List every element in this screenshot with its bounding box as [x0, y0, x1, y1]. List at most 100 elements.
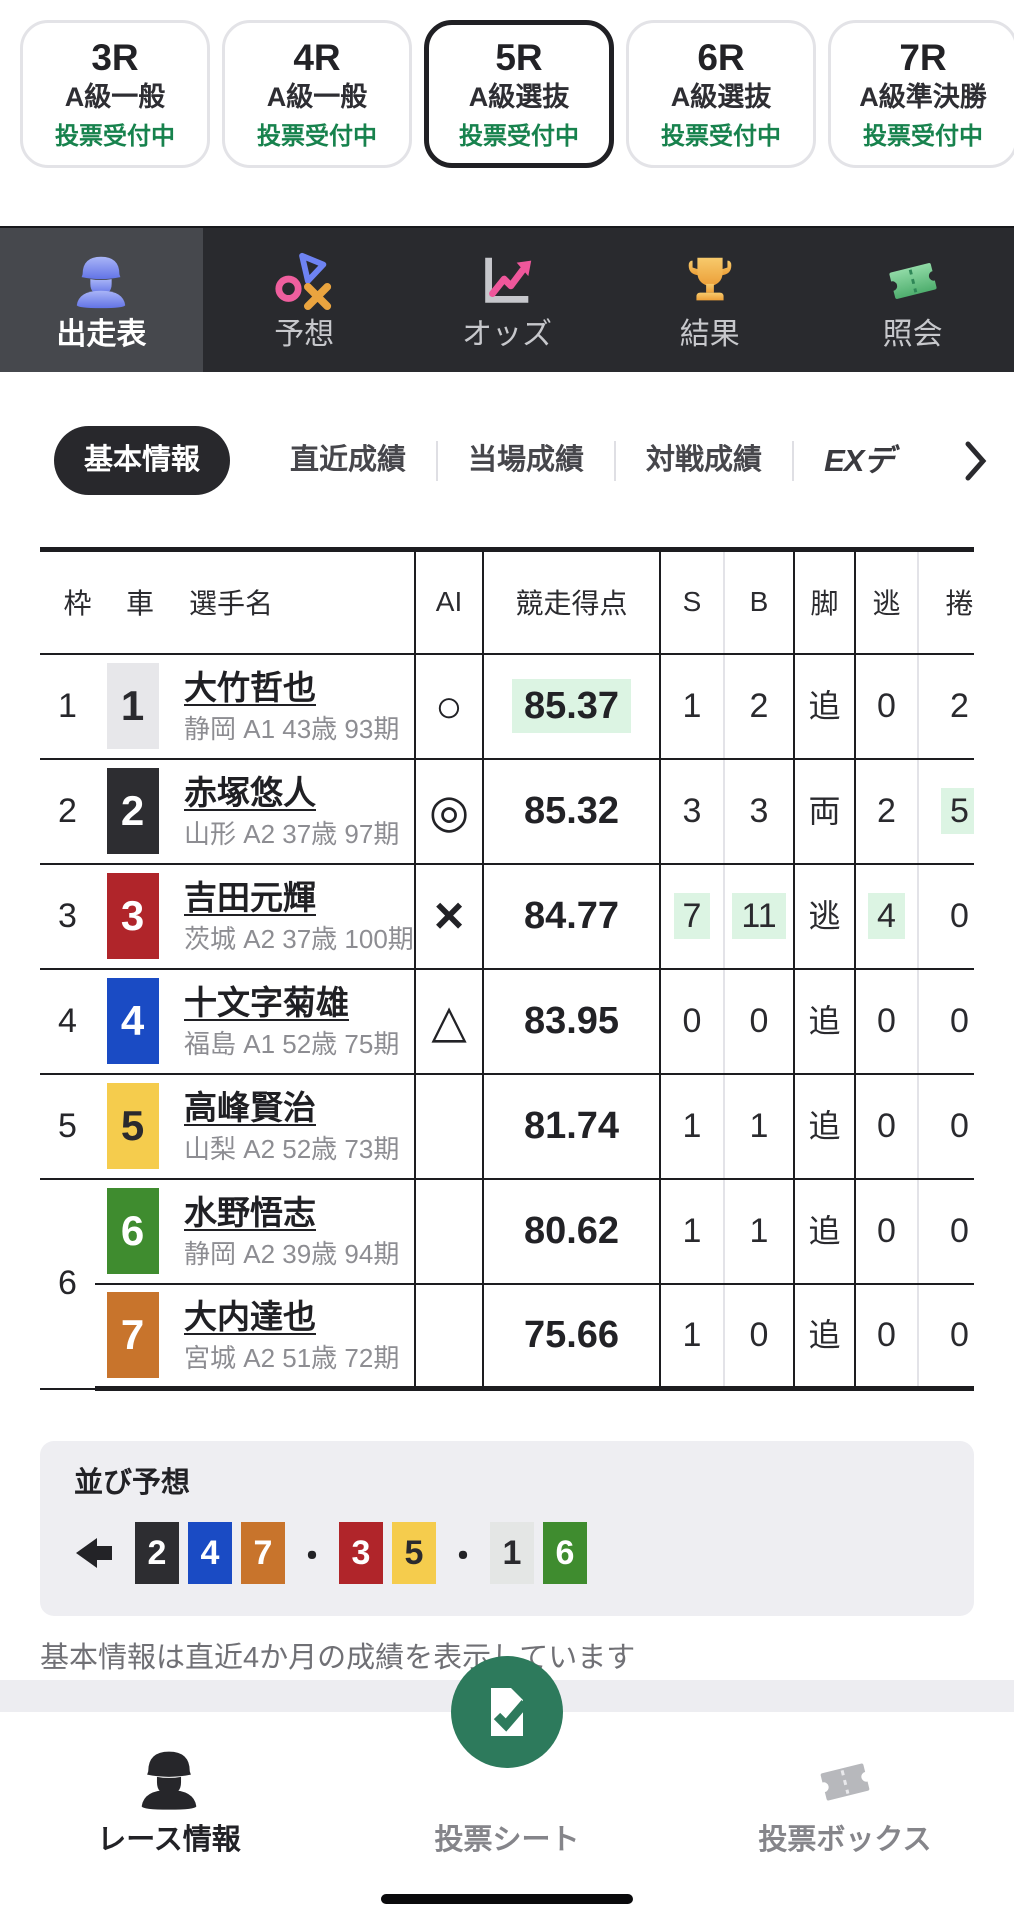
b-count: 1	[749, 1107, 769, 1145]
ai-mark: ○	[435, 680, 463, 732]
race-score: 80.62	[523, 1210, 620, 1252]
home-indicator	[381, 1894, 633, 1904]
nav-tab-racecard[interactable]: 出走表	[0, 228, 203, 372]
b-count: 3	[749, 792, 769, 830]
col-header-b: B	[723, 549, 795, 655]
car-number-badge: 2	[106, 768, 159, 854]
waku-number: 4	[58, 1001, 77, 1040]
racer-name-link[interactable]: 大竹哲也	[184, 668, 316, 706]
col-header-s: S	[660, 549, 725, 655]
racer-info: 静岡 A1 43歳 93期	[184, 713, 400, 744]
nav-tab-results[interactable]: 結果	[608, 228, 811, 372]
race-score: 81.74	[523, 1105, 620, 1147]
col-header-leg: 脚	[793, 549, 857, 655]
race-score: 83.95	[523, 1000, 620, 1042]
race-tab-bar: 3R A級一般 投票受付中 4R A級一般 投票受付中 5R A級選抜 投票受付…	[0, 0, 1014, 168]
race-number: 6R	[697, 37, 745, 78]
racer-name-link[interactable]: 十文字菊雄	[184, 983, 349, 1021]
lineup-badge: 3	[339, 1522, 383, 1584]
race-tab-4r[interactable]: 4R A級一般 投票受付中	[222, 20, 412, 168]
col-header-name: 選手名	[189, 588, 274, 620]
tab-divider	[436, 440, 439, 481]
race-number: 4R	[293, 37, 341, 78]
b-count: 0	[749, 1002, 769, 1040]
racer-info: 宮城 A2 51歳 72期	[184, 1342, 400, 1373]
col-header-ai: AI	[414, 549, 485, 655]
race-status: 投票受付中	[459, 123, 579, 150]
nav-tab-inquiry[interactable]: 照会	[811, 228, 1014, 372]
tab-recent-results[interactable]: 直近成績	[290, 444, 407, 476]
bottom-nav-label: レース情報	[97, 1824, 241, 1856]
car-number-badge: 3	[106, 873, 159, 959]
arrow-left-icon	[76, 1538, 112, 1568]
makuri-count: 0	[950, 1002, 969, 1040]
s-count: 1	[682, 1316, 702, 1355]
tab-matchup-results[interactable]: 対戦成績	[646, 444, 763, 476]
bottom-nav-race-info[interactable]: レース情報	[0, 1712, 338, 1855]
race-tab-3r[interactable]: 3R A級一般 投票受付中	[20, 20, 210, 168]
ai-mark: ◎	[428, 785, 470, 837]
lineup-badge: 2	[135, 1522, 179, 1584]
ticket-icon	[888, 263, 937, 299]
race-card-table-wrap[interactable]: 枠 車 選手名 AI 競走得点 S B 脚 逃 捲 1 1 大竹哲也	[40, 547, 974, 1391]
nige-count: 0	[877, 1002, 896, 1040]
race-status: 投票受付中	[257, 123, 377, 150]
race-tab-5r-selected[interactable]: 5R A級選抜 投票受付中	[424, 20, 614, 168]
bottom-nav-vote-box[interactable]: 投票ボックス	[676, 1712, 1014, 1855]
racer-row: 2 2 赤塚悠人 山形 A2 37歳 97期 ◎ 85.32 3 3 両 2 5	[40, 758, 974, 865]
car-number-badge: 1	[106, 663, 159, 749]
main-nav-bar: 出走表 予想 オッズ 結果	[0, 226, 1014, 372]
lineup-badge: 7	[241, 1522, 285, 1584]
vote-sheet-fab[interactable]	[451, 1656, 563, 1768]
racer-info: 山形 A2 37歳 97期	[184, 818, 400, 849]
racer-row: 1 1 大竹哲也 静岡 A1 43歳 93期 ○ 85.37 1 2 追 0 2	[40, 653, 974, 760]
race-grade: A級一般	[64, 82, 166, 112]
tab-basic-info-selected[interactable]: 基本情報	[54, 426, 231, 495]
bottom-nav-label: 投票シート	[434, 1824, 580, 1856]
race-grade: A級一般	[266, 82, 368, 112]
chevron-right-icon[interactable]	[964, 440, 988, 482]
racer-name-link[interactable]: 高峰賢治	[184, 1088, 316, 1126]
nav-tab-label: 出走表	[56, 318, 147, 351]
leg-type: 追	[808, 1317, 841, 1354]
nav-tab-odds[interactable]: オッズ	[406, 228, 609, 372]
leg-type: 逃	[808, 898, 841, 934]
nige-count: 2	[877, 792, 896, 830]
car-number-badge: 7	[106, 1292, 159, 1379]
makuri-count: 0	[950, 1107, 969, 1145]
race-card-table: 枠 車 選手名 AI 競走得点 S B 脚 逃 捲 1 1 大竹哲也	[40, 547, 974, 1391]
tab-venue-results[interactable]: 当場成績	[468, 444, 585, 476]
leg-type: 追	[808, 688, 841, 724]
makuri-count: 0	[950, 897, 969, 935]
nige-count: 4	[868, 893, 905, 939]
lineup-separator: ・	[446, 1537, 480, 1576]
race-tab-6r[interactable]: 6R A級選抜 投票受付中	[626, 20, 816, 168]
race-status: 投票受付中	[661, 123, 781, 150]
cyclist-icon	[77, 256, 126, 309]
racer-row: 5 5 高峰賢治 山梨 A2 52歳 73期 81.74 1 1 追 0 0	[40, 1073, 974, 1180]
race-score: 85.32	[523, 790, 620, 832]
lineup-badge: 6	[543, 1522, 587, 1584]
racer-name-link[interactable]: 吉田元輝	[184, 878, 316, 916]
race-tab-7r[interactable]: 7R A級準決勝 投票受付中	[828, 20, 1014, 168]
nige-count: 0	[877, 1107, 896, 1145]
race-grade: A級準決勝	[859, 82, 987, 112]
vote-sheet-check-icon	[491, 1688, 529, 1736]
s-count: 1	[682, 687, 702, 725]
racer-info: 茨城 A2 37歳 100期	[184, 923, 414, 954]
racer-name-link[interactable]: 水野悟志	[184, 1193, 316, 1231]
racer-name-link[interactable]: 赤塚悠人	[184, 773, 316, 811]
racer-info: 静岡 A2 39歳 94期	[184, 1238, 400, 1269]
lineup-separator: ・	[295, 1537, 329, 1576]
race-number: 5R	[495, 37, 543, 78]
nav-tab-prediction[interactable]: 予想	[203, 228, 406, 372]
leg-type: 追	[808, 1108, 841, 1144]
race-number: 3R	[91, 37, 139, 78]
s-count: 0	[682, 1002, 702, 1040]
bottom-nav-vote-sheet[interactable]: 投票シート	[338, 1712, 676, 1855]
tab-divider	[614, 440, 617, 481]
ai-mark: ×	[433, 887, 465, 945]
tab-ex-data[interactable]: EXデ	[824, 443, 894, 478]
waku-number: 5	[58, 1106, 77, 1145]
racer-name-link[interactable]: 大内達也	[184, 1297, 316, 1335]
